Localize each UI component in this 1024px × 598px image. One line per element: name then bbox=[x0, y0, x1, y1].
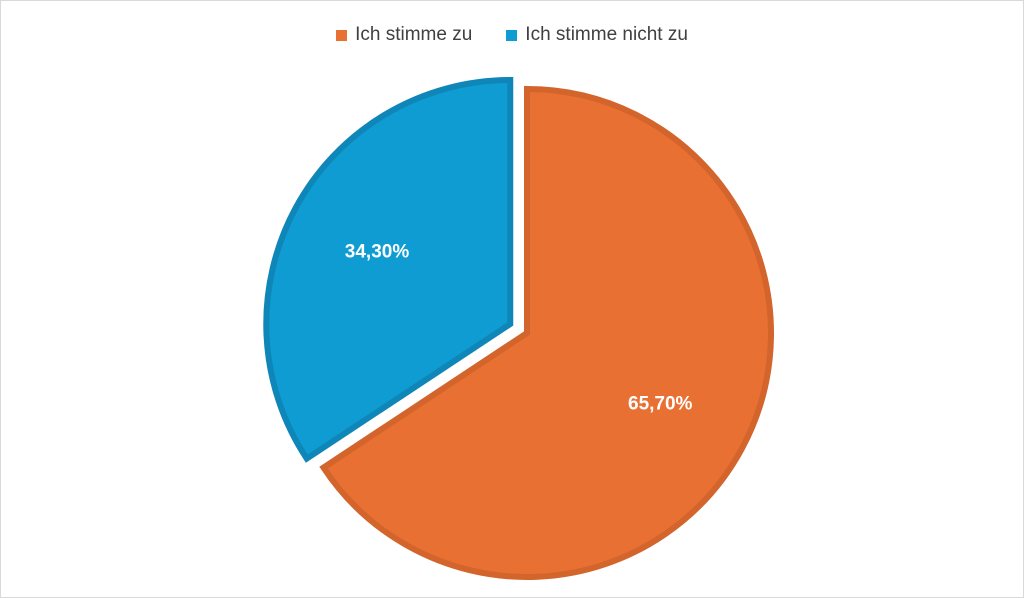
legend: Ich stimme zu Ich stimme nicht zu bbox=[0, 22, 1024, 48]
legend-item-agree: Ich stimme zu bbox=[336, 24, 472, 46]
legend-swatch-disagree bbox=[506, 29, 518, 41]
legend-swatch-agree bbox=[336, 29, 348, 41]
pie-slice-agree bbox=[319, 85, 774, 580]
data-label-disagree: 34,30% bbox=[345, 241, 410, 262]
data-label-agree: 65,70% bbox=[628, 394, 693, 415]
legend-label-agree: Ich stimme zu bbox=[355, 24, 473, 45]
legend-item-disagree: Ich stimme nicht zu bbox=[506, 24, 688, 46]
legend-label-disagree: Ich stimme nicht zu bbox=[525, 24, 688, 45]
pie-slice-disagree bbox=[263, 77, 514, 463]
